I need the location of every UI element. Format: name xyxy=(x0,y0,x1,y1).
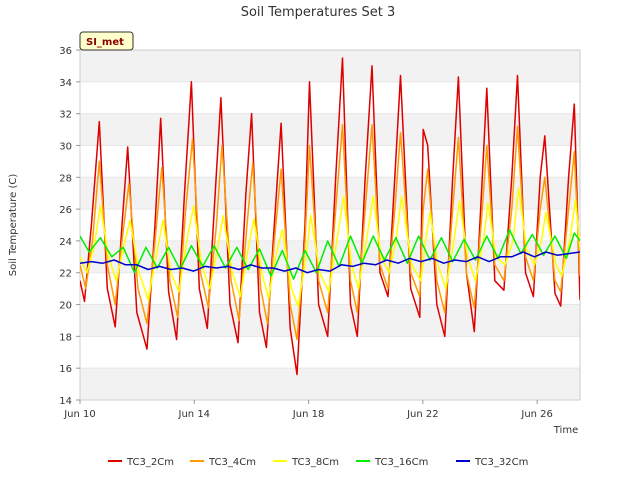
series-line-tc3_2cm xyxy=(80,57,580,376)
series-line-tc3_4cm xyxy=(80,124,580,341)
series-line-tc3_16cm xyxy=(80,229,580,280)
grid-band xyxy=(80,368,580,400)
legend-label: TC3_32Cm xyxy=(474,457,528,468)
y-tick-label: 32 xyxy=(59,110,72,121)
y-axis-title: Soil Temperature (C) xyxy=(8,174,19,277)
y-tick-label: 36 xyxy=(59,46,72,57)
x-axis-title: Time xyxy=(553,425,578,436)
grid-bands xyxy=(80,49,580,401)
y-tick-label: 30 xyxy=(59,141,72,152)
site-badge: SI_met xyxy=(79,31,134,51)
series-line-tc3_32cm xyxy=(80,251,580,274)
legend-label: TC3_4Cm xyxy=(208,457,256,468)
y-axis: 14 16 18 20 22 24 26 28 30 32 34 36 xyxy=(59,46,80,407)
chart-title: Soil Temperatures Set 3 xyxy=(241,5,396,20)
x-tick-label: Jun 22 xyxy=(406,409,439,420)
legend-label: TC3_2Cm xyxy=(126,457,174,468)
legend-label: TC3_16Cm xyxy=(374,457,428,468)
y-tick-label: 24 xyxy=(59,237,72,248)
site-badge-label: SI_met xyxy=(86,37,124,48)
x-tick-label: Jun 26 xyxy=(520,409,553,420)
y-tick-label: 22 xyxy=(59,269,72,280)
grid-band xyxy=(80,113,580,146)
grid-band xyxy=(80,50,580,82)
x-tick-label: Jun 14 xyxy=(178,409,211,420)
y-tick-label: 20 xyxy=(59,301,72,312)
plot-frame xyxy=(79,49,581,401)
grid-band xyxy=(80,304,580,337)
x-axis: Jun 10 Jun 14 Jun 18 Jun 22 Jun 26 xyxy=(63,400,553,420)
x-tick-label: Jun 18 xyxy=(292,409,325,420)
y-tick-label: 18 xyxy=(59,332,72,343)
x-tick-label: Jun 10 xyxy=(63,409,96,420)
y-tick-label: 14 xyxy=(59,396,72,407)
site-badge-box xyxy=(79,31,134,51)
legend: TC3_2Cm TC3_4Cm TC3_8Cm TC3_16Cm TC3_32Cm xyxy=(108,457,528,468)
y-tick-label: 26 xyxy=(59,205,72,216)
y-tick-label: 28 xyxy=(59,173,72,184)
y-tick-label: 34 xyxy=(59,78,72,89)
series-lines xyxy=(80,57,580,376)
series-line-tc3_8cm xyxy=(80,187,580,307)
legend-label: TC3_8Cm xyxy=(291,457,339,468)
y-tick-label: 16 xyxy=(59,364,72,375)
grid-band xyxy=(80,177,580,210)
